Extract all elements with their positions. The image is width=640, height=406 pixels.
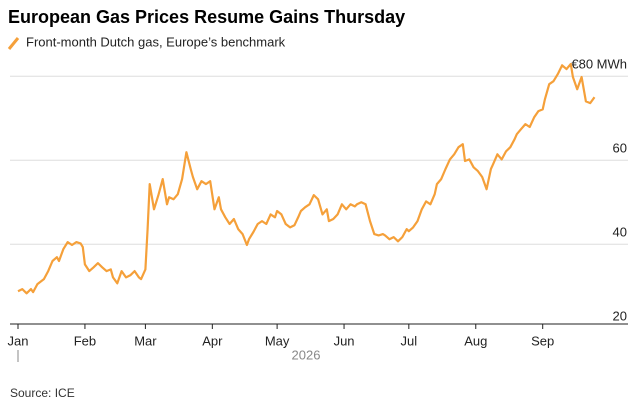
legend-label: Front-month Dutch gas, Europe’s benchmar… — [26, 34, 286, 49]
x-tick-label: Apr — [202, 333, 223, 348]
x-tick-label: May — [265, 333, 290, 348]
x-tick-label: Feb — [74, 333, 96, 348]
x-tick-label: Jan — [8, 333, 29, 348]
x-tick-label: Jun — [334, 333, 355, 348]
x-tick-label: Jul — [401, 333, 418, 348]
series-line — [17, 62, 596, 295]
y-tick-label: 40 — [613, 225, 627, 240]
legend-swatch — [7, 37, 20, 50]
x-tick-label: Aug — [464, 333, 487, 348]
chart-title: European Gas Prices Resume Gains Thursda… — [8, 7, 405, 27]
y-tick-label: 60 — [613, 141, 627, 156]
source: Source: ICE — [10, 386, 75, 400]
x-tick-label: Sep — [531, 333, 554, 348]
y-tick-label: 20 — [613, 309, 627, 324]
year-label: 2026 — [292, 347, 321, 362]
y-tick-label: €80 MWh — [571, 57, 627, 72]
x-tick-label: Mar — [134, 333, 157, 348]
